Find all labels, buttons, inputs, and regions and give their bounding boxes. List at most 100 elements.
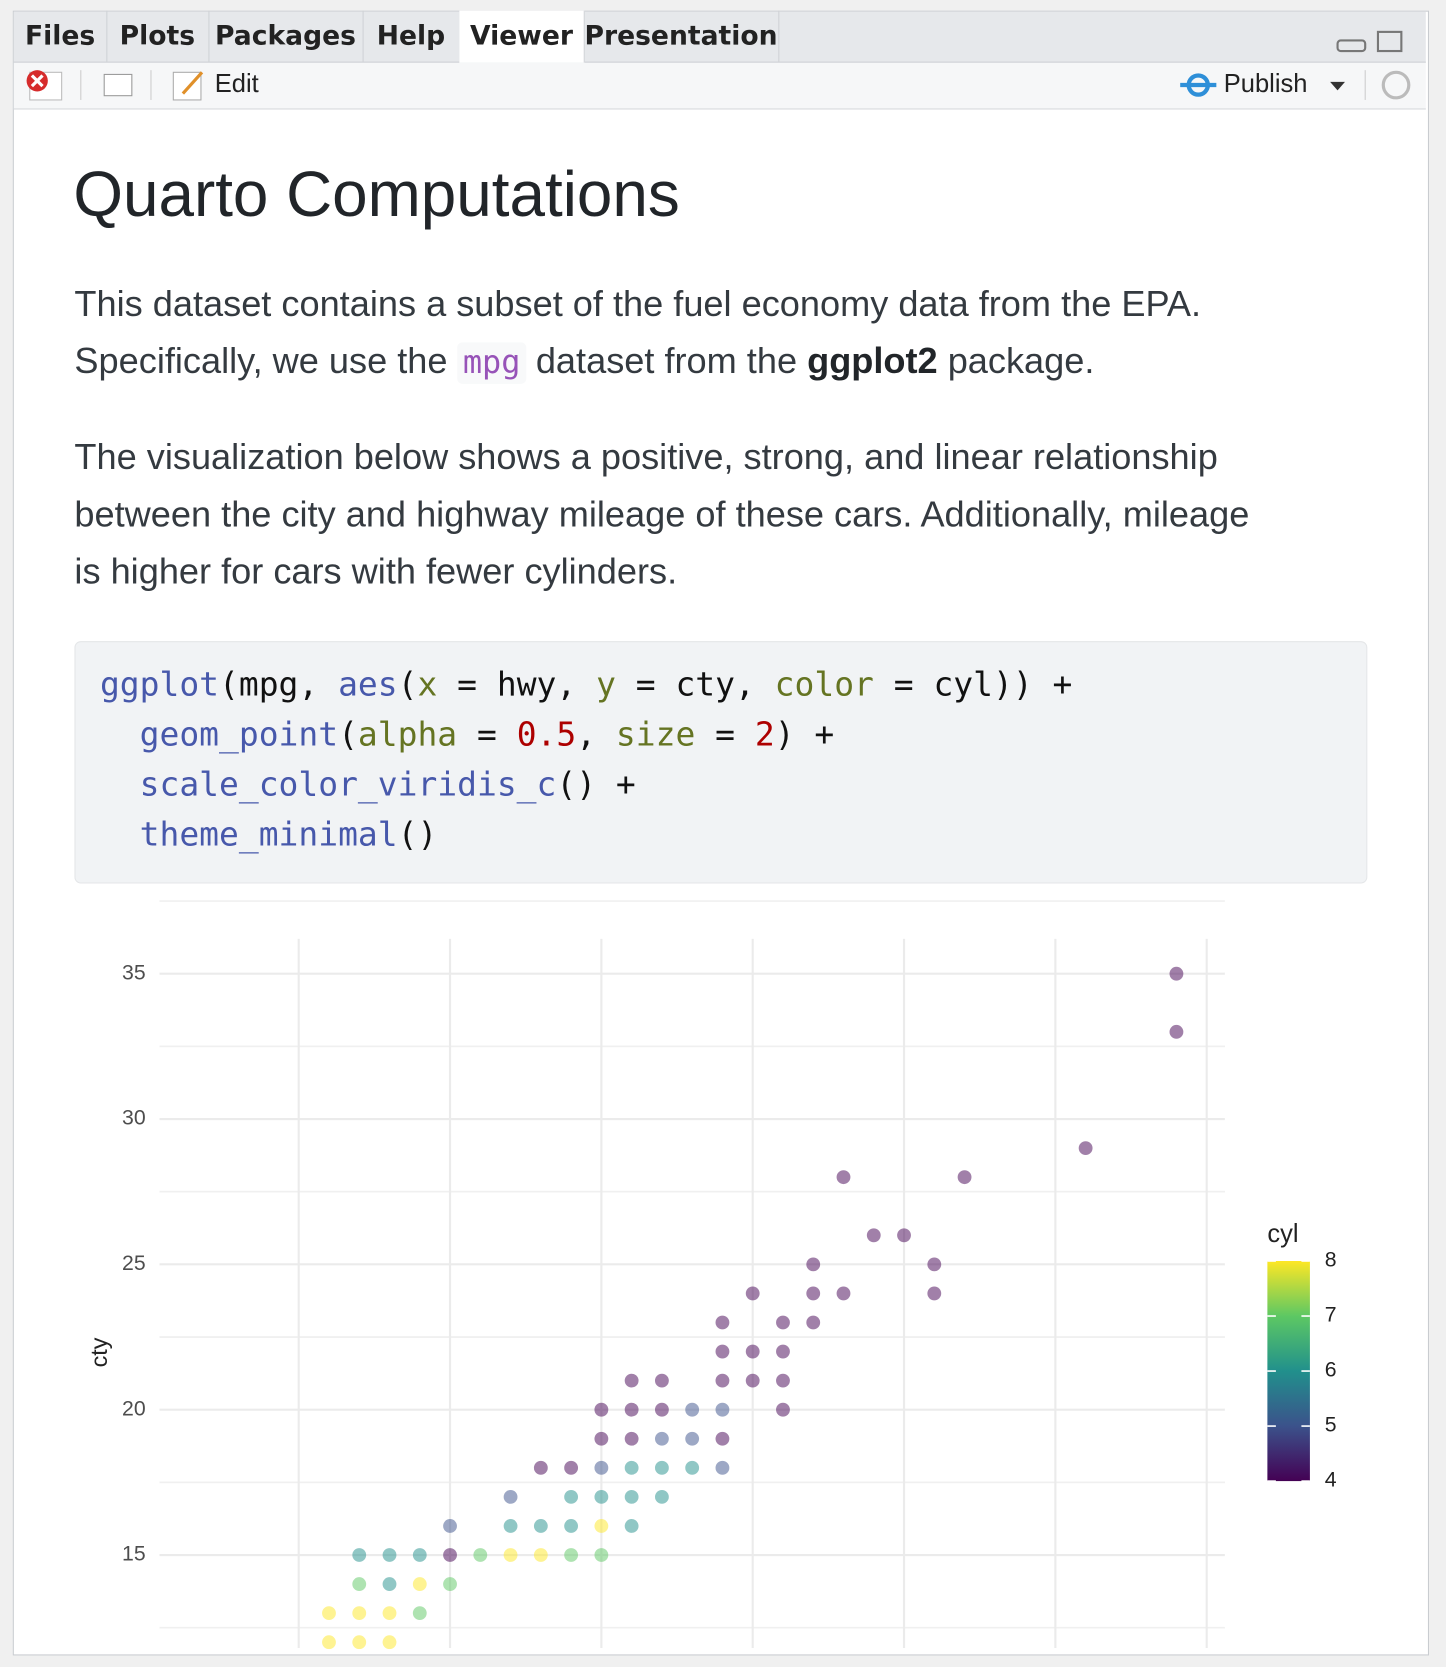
inline-code: mpg	[457, 342, 526, 384]
legend-tick-label: 8	[1325, 1248, 1337, 1272]
point	[654, 1489, 669, 1504]
point	[957, 1170, 972, 1185]
point	[624, 1402, 639, 1417]
legend-tick-label: 5	[1325, 1413, 1337, 1437]
text: dataset from the	[525, 341, 808, 382]
point	[382, 1635, 397, 1650]
point	[624, 1373, 639, 1388]
text: Specifically, we use the	[74, 341, 458, 382]
point	[564, 1519, 579, 1533]
point	[806, 1286, 821, 1301]
token: ,	[576, 715, 616, 754]
point	[594, 1431, 609, 1446]
tab[interactable]: Help	[363, 10, 461, 62]
point	[685, 1402, 700, 1417]
legend-tick-label: 4	[1325, 1468, 1337, 1492]
code-line: geom_point(alpha = 0.5, size = 2) +	[100, 715, 835, 754]
point	[806, 1257, 821, 1272]
refresh-icon[interactable]	[1381, 70, 1411, 100]
point	[473, 1548, 488, 1562]
point	[564, 1548, 579, 1562]
text: is higher for cars with fewer cylinders.	[74, 551, 678, 593]
token: =	[695, 715, 755, 754]
point	[745, 1373, 760, 1388]
point	[836, 1170, 851, 1185]
point	[412, 1577, 427, 1591]
token: geom_point	[139, 715, 339, 754]
point	[503, 1489, 518, 1504]
token: () +	[556, 765, 636, 804]
code-line: ggplot(mpg, aes(x = hwy, y = cty, color …	[100, 666, 1072, 704]
point	[776, 1315, 790, 1330]
doc-title: Quarto Computations	[73, 158, 680, 230]
point	[624, 1460, 639, 1475]
token: =	[457, 715, 517, 754]
token: 2	[754, 715, 775, 754]
text: This dataset contains a subset of the fu…	[74, 283, 1202, 325]
y-axis-label: cty	[86, 1337, 112, 1367]
point	[836, 1286, 851, 1301]
point	[927, 1286, 942, 1301]
point	[806, 1315, 821, 1330]
point	[685, 1460, 700, 1475]
tab[interactable]: Plots	[106, 10, 210, 62]
tab[interactable]: Files	[14, 10, 108, 62]
token: scale_color_viridis_c	[139, 765, 557, 804]
publish-label[interactable]: Publish	[1224, 70, 1308, 98]
popout-icon[interactable]	[103, 73, 133, 97]
token: aes	[338, 665, 398, 704]
text: package.	[937, 341, 1095, 382]
legend-title: cyl	[1267, 1220, 1298, 1248]
point	[564, 1489, 579, 1504]
tab-active[interactable]: Viewer	[459, 10, 585, 63]
point	[503, 1519, 518, 1533]
y-tick-label: 15	[122, 1542, 146, 1566]
tab[interactable]: Packages	[208, 10, 364, 62]
toolbar-icons: Edit Publish	[26, 30, 1411, 101]
point	[503, 1548, 518, 1562]
point	[745, 1344, 760, 1359]
point	[382, 1606, 397, 1621]
dropdown-arrow[interactable]	[1330, 81, 1345, 91]
point	[443, 1548, 457, 1562]
point	[654, 1431, 669, 1446]
paragraph: The visualization below shows a positive…	[74, 428, 1249, 600]
point	[382, 1577, 397, 1591]
point	[624, 1519, 639, 1533]
code-line: scale_color_viridis_c() +	[100, 766, 636, 804]
point	[654, 1460, 669, 1475]
text: between the city and highway mileage of …	[74, 494, 1250, 535]
point	[533, 1460, 548, 1475]
point	[382, 1548, 397, 1562]
point	[594, 1460, 609, 1475]
point	[776, 1344, 790, 1359]
point	[443, 1577, 457, 1591]
maximize-icon[interactable]	[1376, 30, 1403, 53]
point	[533, 1519, 548, 1533]
point	[352, 1635, 367, 1650]
point	[412, 1606, 427, 1621]
point	[1078, 1141, 1093, 1156]
point	[715, 1460, 730, 1475]
legend-tick-label: 6	[1325, 1358, 1337, 1382]
token: ggplot	[99, 665, 220, 704]
point	[412, 1548, 427, 1562]
point	[654, 1402, 669, 1417]
token: 0.5	[516, 715, 577, 754]
point	[352, 1548, 367, 1562]
point	[322, 1606, 336, 1621]
tab[interactable]: Presentation	[584, 10, 780, 62]
minimize-icon[interactable]	[1336, 39, 1367, 53]
point	[715, 1373, 730, 1388]
point	[685, 1431, 700, 1446]
point	[533, 1548, 548, 1562]
y-tick-label: 25	[122, 1251, 146, 1275]
code-block	[74, 641, 1368, 884]
point	[715, 1431, 730, 1446]
plot	[159, 900, 1225, 1650]
point	[776, 1402, 790, 1417]
edit-label[interactable]: Edit	[215, 70, 259, 98]
point	[322, 1635, 336, 1650]
